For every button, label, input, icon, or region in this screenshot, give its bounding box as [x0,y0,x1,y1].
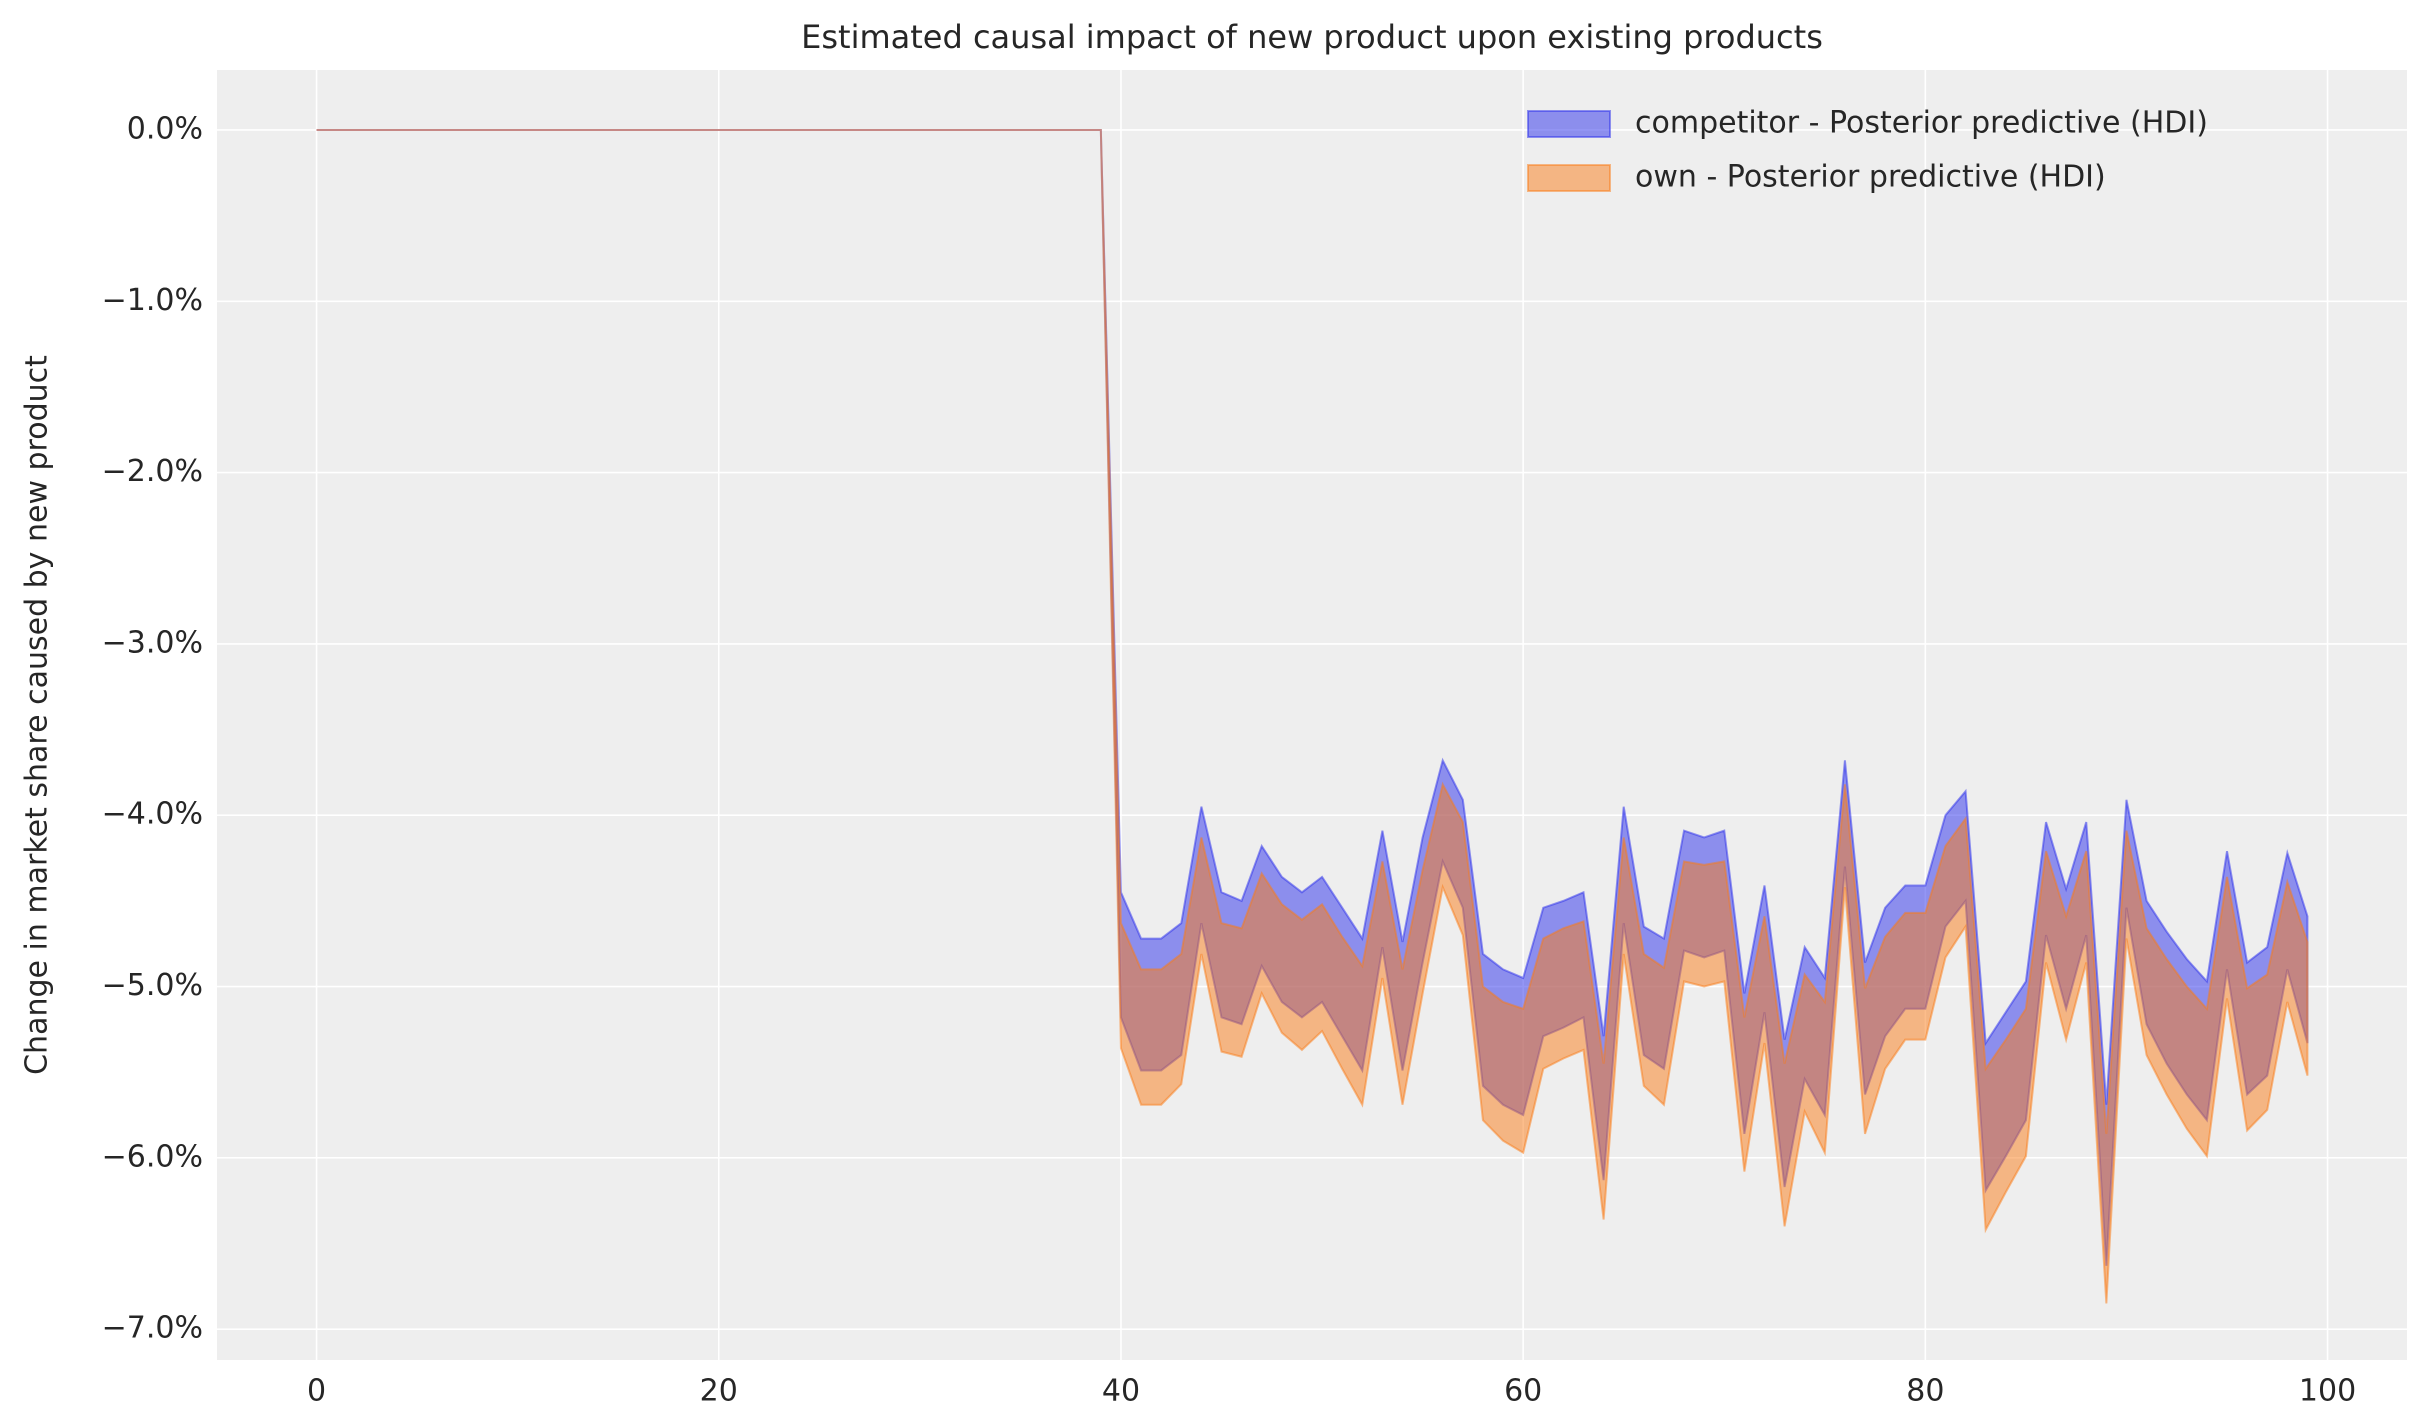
y-tick-label: −3.0% [102,625,203,660]
x-tick-label: 100 [2299,1374,2356,1409]
x-tick-label: 0 [307,1374,326,1409]
y-axis-label: Change in market share caused by new pro… [20,355,55,1075]
plot-background [217,70,2407,1360]
legend-label: competitor - Posterior predictive (HDI) [1635,106,2208,141]
y-tick-label: −6.0% [102,1139,203,1174]
x-tick-label: 20 [700,1374,738,1409]
x-tick-label: 60 [1504,1374,1542,1409]
x-tick-label: 40 [1102,1374,1140,1409]
legend-label: own - Posterior predictive (HDI) [1635,160,2106,195]
y-tick-label: −4.0% [102,797,203,832]
y-tick-label: −1.0% [102,283,203,318]
chart-title: Estimated causal impact of new product u… [801,18,1823,56]
y-tick-label: −2.0% [102,454,203,489]
y-tick-label: −5.0% [102,968,203,1003]
y-tick-label: 0.0% [127,111,203,146]
x-tick-label: 80 [1906,1374,1944,1409]
hdi-band [316,128,2309,1304]
legend-swatch [1527,164,1611,192]
legend-swatch [1527,110,1611,138]
y-tick-label: −7.0% [102,1311,203,1346]
